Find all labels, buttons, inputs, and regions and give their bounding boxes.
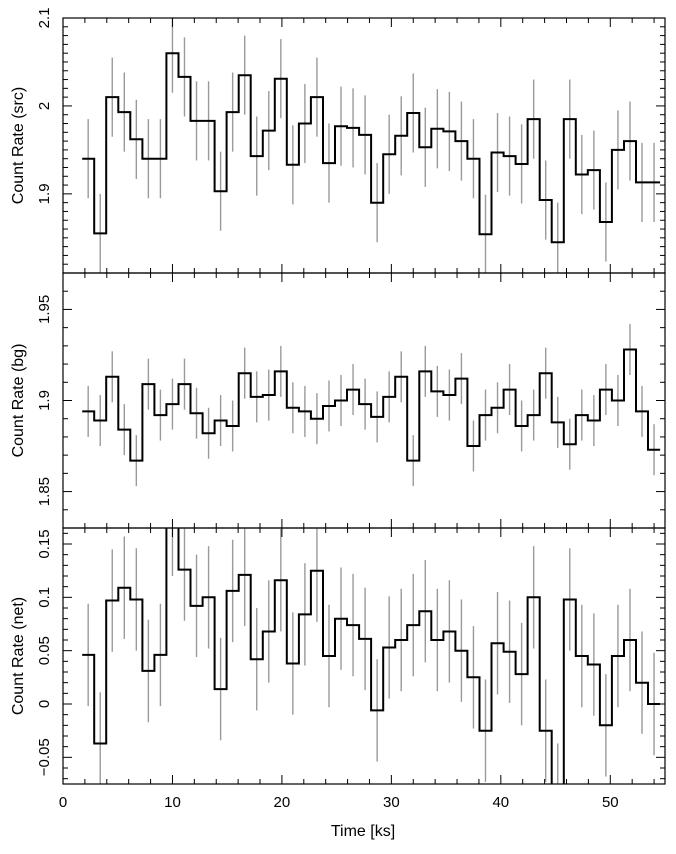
y-tick-label: 1.85: [36, 477, 53, 506]
y-tick-label: 0.1: [36, 587, 53, 608]
y-tick-label: 1.9: [36, 390, 53, 411]
x-tick-label: 20: [274, 794, 291, 811]
plot-area-src: [82, 18, 661, 273]
x-tick-label: 50: [602, 794, 619, 811]
plot-area-net: [82, 528, 661, 784]
x-tick-label: 30: [383, 794, 400, 811]
step-line-src: [82, 52, 661, 244]
y-tick-label: 2.1: [36, 8, 53, 29]
y-axis-label-net: Count Rate (net): [10, 597, 27, 715]
x-axis-label: Time [ks]: [331, 823, 395, 840]
step-line-bg: [82, 348, 661, 462]
panel-frame-src: [62, 17, 666, 274]
y-tick-label: 0.15: [36, 529, 53, 558]
y-tick-label: −0.05: [36, 738, 53, 776]
x-tick-label: 0: [59, 794, 67, 811]
y-tick-label: 0: [36, 700, 53, 708]
step-line-net: [82, 528, 661, 784]
plot-area-bg: [82, 324, 661, 487]
panels: 1.9 2 2.1 Count Rate (src) 1.85 1.9 1.95 Count …: [10, 8, 666, 811]
panel-frame-net: [62, 527, 666, 785]
panel-net: −0.05 0 0.05 0.1 0.15 Count Rate (net): [10, 527, 666, 785]
y-tick-label: 0.05: [36, 636, 53, 665]
x-tick-label: 40: [492, 794, 509, 811]
y-tick-label: 1.9: [36, 183, 53, 204]
x-tick-label: 10: [164, 794, 181, 811]
panel-src: 1.9 2 2.1 Count Rate (src): [10, 8, 666, 274]
panel-bg: 1.85 1.9 1.95 Count Rate (bg): [10, 272, 666, 529]
panel-frame-bg: [62, 272, 666, 529]
y-axis-label-src: Count Rate (src): [10, 87, 27, 204]
y-axis-label-bg: Count Rate (bg): [10, 344, 27, 458]
y-tick-label: 1.95: [36, 295, 53, 324]
y-tick-label: 2: [36, 102, 53, 110]
